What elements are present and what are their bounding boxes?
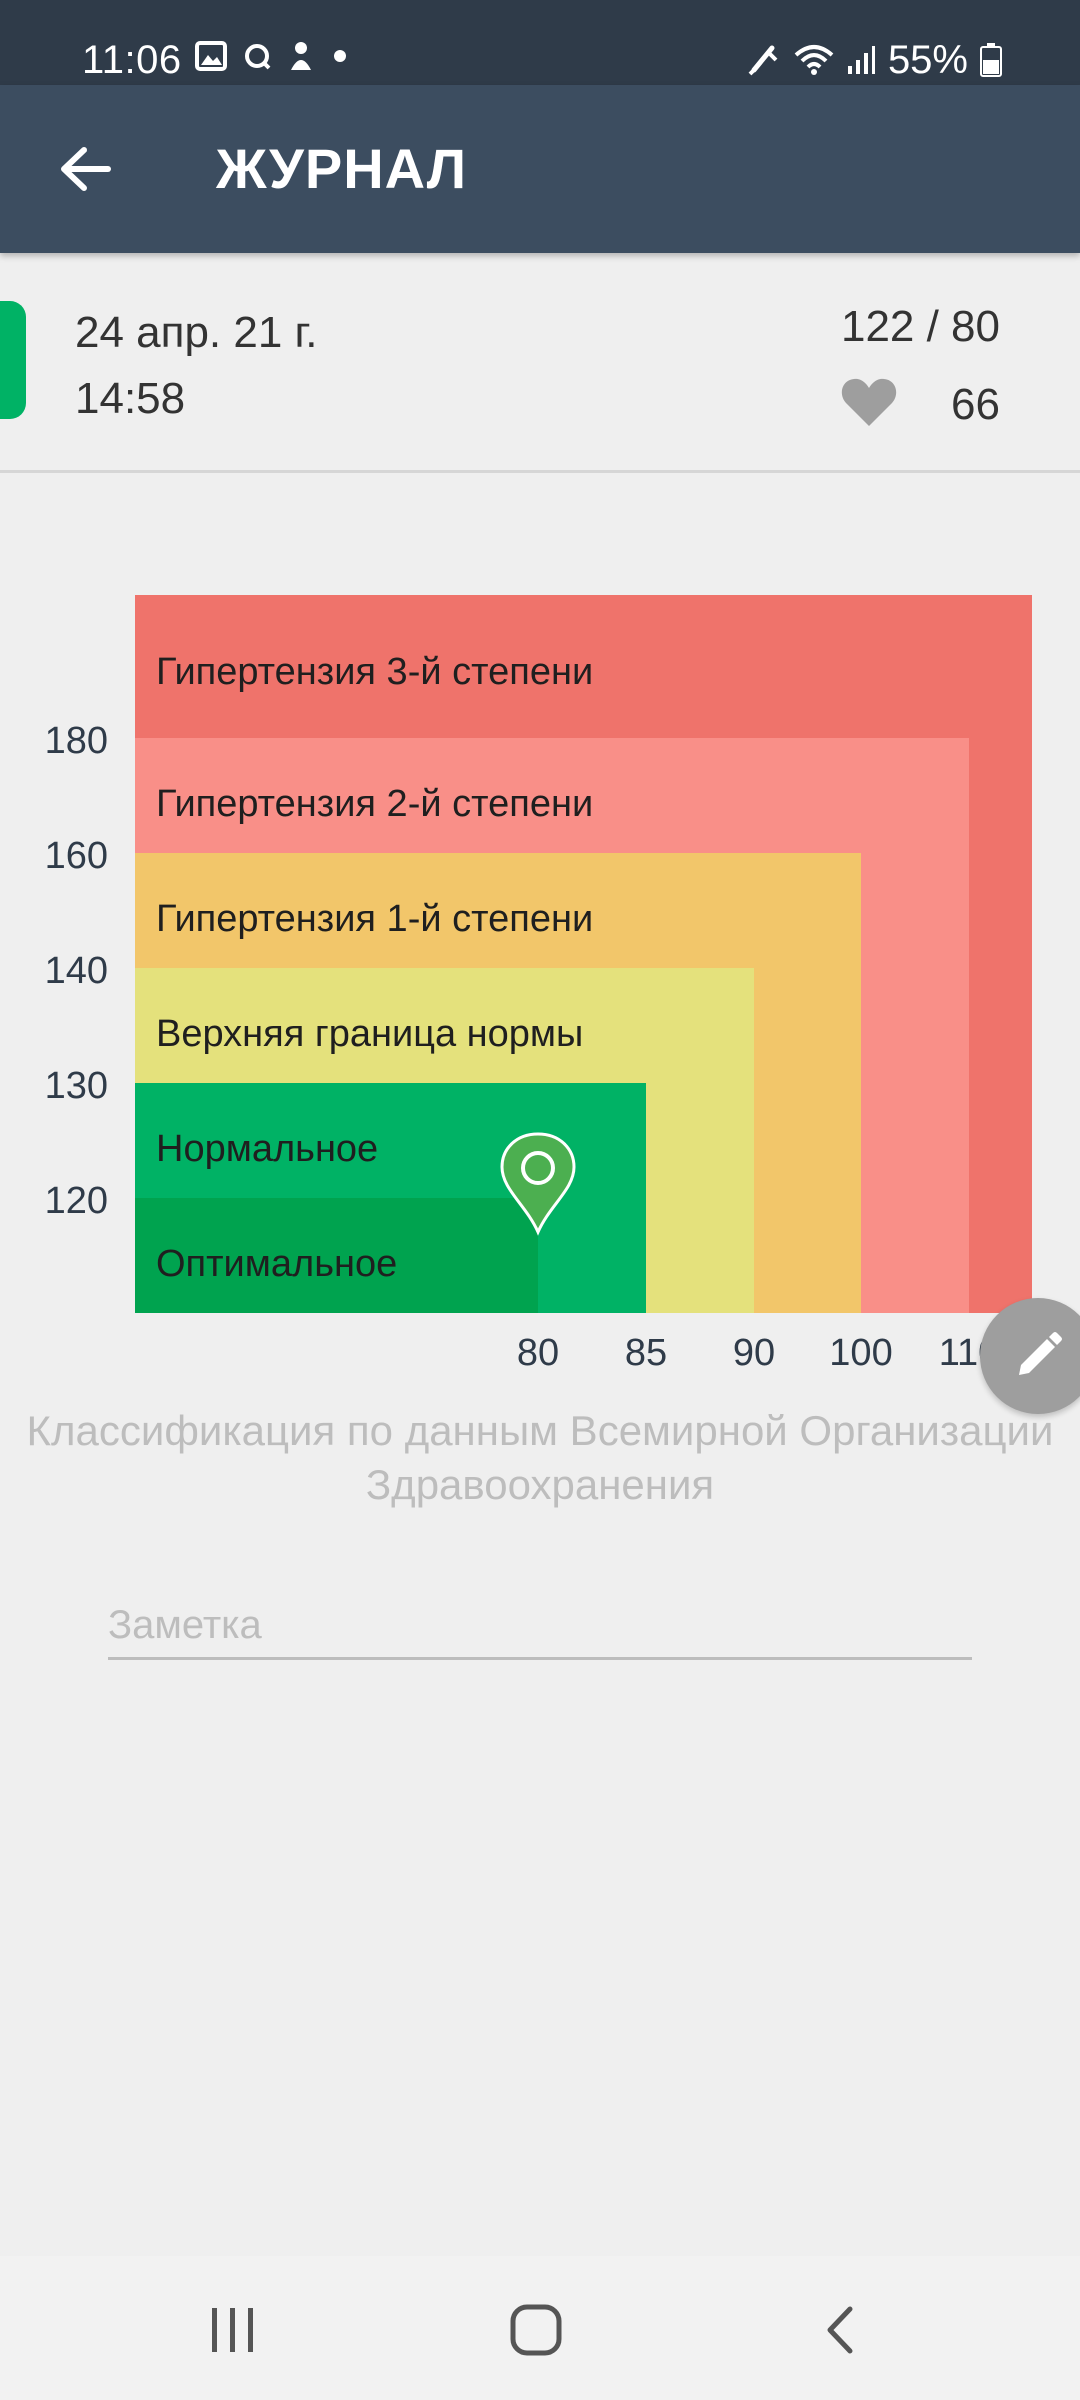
chart-svg: Гипертензия 3-й степени Гипертензия 2-й с…	[45, 595, 1032, 1374]
battery-percent: 55%	[887, 38, 968, 82]
entry-date: 24 апр. 21 г.	[75, 308, 318, 357]
zone-label: Гипертензия 1-й степени	[156, 898, 593, 940]
back-nav-button[interactable]	[800, 2298, 880, 2362]
system-nav-bar	[0, 2256, 1080, 2400]
y-tick-label: 160	[45, 835, 108, 877]
signal-icon	[847, 46, 875, 74]
pencil-icon	[1019, 1332, 1062, 1375]
mute-icon	[748, 45, 778, 76]
notification-icons	[195, 40, 349, 72]
pulse-value: 66	[951, 380, 1000, 429]
note-field[interactable]	[108, 1594, 972, 1660]
recent-apps-icon	[212, 2308, 253, 2352]
arrow-left-icon	[61, 147, 111, 191]
x-tick-label: 100	[829, 1332, 892, 1374]
bp-classification-chart: Гипертензия 3-й степени Гипертензия 2-й с…	[0, 560, 1080, 1380]
zone-label: Гипертензия 2-й степени	[156, 783, 593, 825]
pin-center	[521, 1151, 555, 1185]
y-tick-label: 140	[45, 950, 108, 992]
x-tick-label: 85	[625, 1332, 667, 1374]
dot-icon	[334, 50, 346, 62]
entry-time: 14:58	[75, 374, 186, 423]
y-tick-label: 180	[45, 720, 108, 762]
battery-icon	[980, 43, 1002, 77]
status-indicator	[0, 301, 26, 419]
home-icon	[510, 2304, 562, 2356]
measurement-marker	[500, 1132, 576, 1236]
recent-apps-button[interactable]	[193, 2298, 273, 2362]
y-tick-label: 130	[45, 1065, 108, 1107]
chart-caption: Классификация по данным Всемирной Органи…	[26, 1407, 1054, 1508]
page-title: ЖУРНАЛ	[216, 137, 468, 200]
zone-label: Верхняя граница нормы	[156, 1013, 583, 1055]
x-tick-label: 90	[733, 1332, 775, 1374]
zone-label: Оптимальное	[156, 1243, 397, 1285]
back-button[interactable]	[45, 135, 125, 203]
status-time: 11:06	[82, 38, 182, 82]
x-tick-label: 80	[517, 1332, 559, 1374]
wifi-icon	[794, 45, 834, 75]
system-status: 55%	[746, 36, 1002, 84]
heart-icon	[841, 378, 897, 426]
home-button[interactable]	[496, 2298, 576, 2362]
app-notification-icon	[291, 42, 311, 70]
edit-button[interactable]	[980, 1298, 1080, 1414]
gallery-icon	[195, 41, 227, 71]
chat-icon	[245, 44, 271, 70]
zone-6	[135, 1198, 538, 1313]
measurement-entry[interactable]: 24 апр. 21 г. 14:58 122 / 80 66	[0, 253, 1080, 473]
zone-label: Нормальное	[156, 1128, 378, 1170]
chevron-left-icon	[827, 2306, 853, 2354]
y-tick-label: 120	[45, 1180, 108, 1222]
status-bar: 11:06	[0, 0, 1080, 85]
blood-pressure-value: 122 / 80	[840, 302, 1000, 351]
zone-label: Гипертензия 3-й степени	[156, 651, 593, 693]
app-bar: ЖУРНАЛ	[0, 85, 1080, 253]
